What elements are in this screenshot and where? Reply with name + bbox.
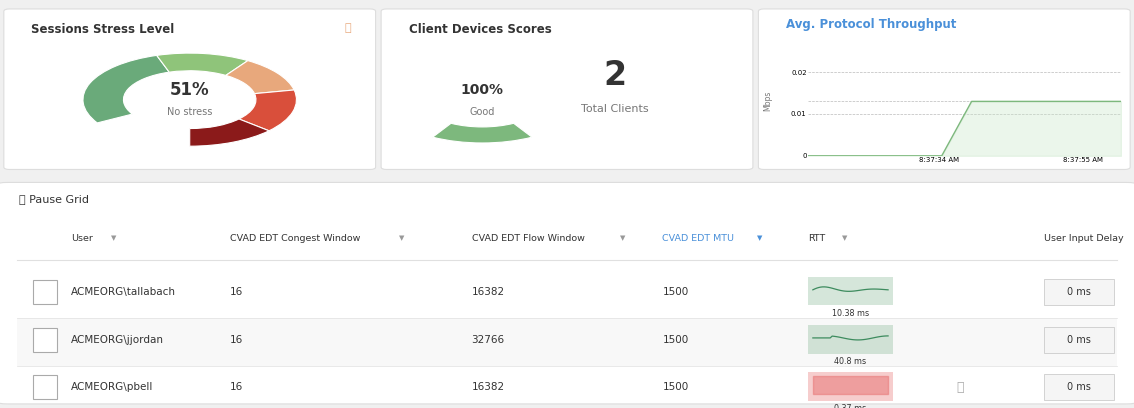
FancyBboxPatch shape: [17, 318, 1117, 366]
Text: 0 ms: 0 ms: [1067, 287, 1091, 297]
FancyBboxPatch shape: [809, 373, 892, 401]
Text: Avg. Protocol Throughput: Avg. Protocol Throughput: [786, 18, 956, 31]
Text: ⤫: ⤫: [956, 381, 964, 394]
Text: 2: 2: [603, 59, 626, 92]
Text: 0 ms: 0 ms: [1067, 335, 1091, 345]
Text: Mbps: Mbps: [763, 91, 772, 111]
FancyBboxPatch shape: [1044, 327, 1114, 353]
Text: 40.8 ms: 40.8 ms: [835, 357, 866, 366]
Text: No stress: No stress: [167, 107, 212, 118]
Text: 16: 16: [230, 287, 244, 297]
FancyBboxPatch shape: [0, 182, 1134, 404]
Text: 0.37 ms: 0.37 ms: [835, 404, 866, 408]
Text: CVAD EDT Congest Window: CVAD EDT Congest Window: [230, 234, 361, 243]
FancyBboxPatch shape: [33, 280, 58, 304]
Text: 32766: 32766: [472, 335, 505, 345]
Text: ▼: ▼: [756, 235, 762, 242]
Text: ⓘ: ⓘ: [345, 22, 352, 33]
Text: 16382: 16382: [472, 287, 505, 297]
Text: CVAD EDT Flow Window: CVAD EDT Flow Window: [472, 234, 584, 243]
FancyBboxPatch shape: [3, 9, 375, 169]
Text: User Input Delay: User Input Delay: [1044, 234, 1124, 243]
Text: Sessions Stress Level: Sessions Stress Level: [32, 22, 175, 35]
FancyBboxPatch shape: [33, 328, 58, 353]
Wedge shape: [189, 119, 269, 146]
FancyBboxPatch shape: [1044, 279, 1114, 305]
Wedge shape: [226, 61, 294, 94]
Text: RTT: RTT: [809, 234, 826, 243]
FancyBboxPatch shape: [381, 9, 753, 169]
Text: 1500: 1500: [662, 287, 688, 297]
Text: ACMEORG\pbell: ACMEORG\pbell: [70, 382, 153, 392]
Text: CVAD EDT MTU: CVAD EDT MTU: [662, 234, 735, 243]
Wedge shape: [156, 53, 248, 75]
Text: 16: 16: [230, 335, 244, 345]
FancyBboxPatch shape: [1044, 374, 1114, 400]
Text: 16382: 16382: [472, 382, 505, 392]
Text: 1500: 1500: [662, 382, 688, 392]
Text: 1500: 1500: [662, 335, 688, 345]
Text: ACMEORG\tallabach: ACMEORG\tallabach: [70, 287, 176, 297]
Text: ▼: ▼: [399, 235, 404, 242]
FancyBboxPatch shape: [809, 277, 892, 306]
Wedge shape: [433, 123, 532, 143]
Text: ▼: ▼: [620, 235, 625, 242]
Text: Client Devices Scores: Client Devices Scores: [408, 22, 551, 35]
FancyBboxPatch shape: [809, 326, 892, 354]
Text: 16: 16: [230, 382, 244, 392]
Text: 0 ms: 0 ms: [1067, 382, 1091, 392]
Text: ⏸ Pause Grid: ⏸ Pause Grid: [19, 194, 90, 204]
Text: ACMEORG\jjordan: ACMEORG\jjordan: [70, 335, 163, 345]
Text: 51%: 51%: [170, 81, 210, 99]
Text: 10.38 ms: 10.38 ms: [832, 309, 869, 318]
FancyBboxPatch shape: [33, 375, 58, 399]
Wedge shape: [83, 55, 169, 123]
FancyBboxPatch shape: [759, 9, 1131, 169]
Text: Total Clients: Total Clients: [581, 104, 649, 114]
Text: Good: Good: [469, 107, 496, 118]
Text: ▼: ▼: [843, 235, 847, 242]
Text: 100%: 100%: [460, 83, 503, 97]
Wedge shape: [239, 90, 296, 131]
Text: User: User: [70, 234, 93, 243]
Text: ▼: ▼: [111, 235, 117, 242]
